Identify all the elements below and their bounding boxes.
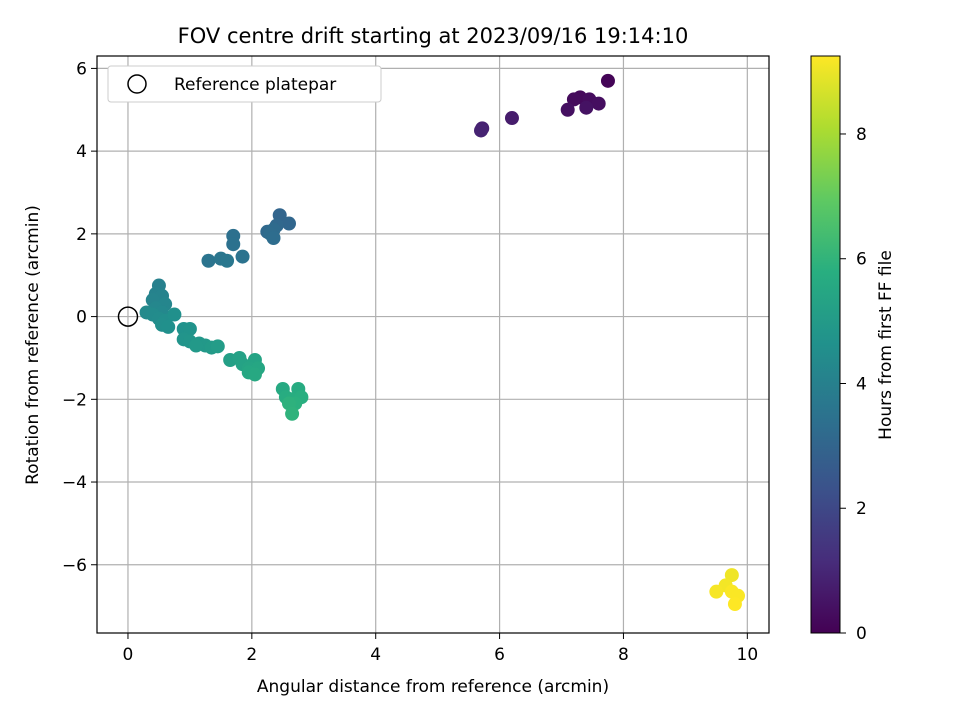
data-point bbox=[724, 568, 739, 583]
x-axis-ticks: 0 2 4 6 8 10 bbox=[123, 633, 759, 665]
data-point bbox=[210, 339, 225, 354]
data-point bbox=[247, 367, 262, 382]
chart-title: FOV centre drift starting at 2023/09/16 … bbox=[178, 24, 689, 48]
plot-frame bbox=[96, 55, 770, 634]
y-tick-label: 0 bbox=[76, 308, 87, 328]
data-point bbox=[285, 406, 300, 421]
data-point bbox=[189, 338, 204, 353]
colorbar-tick-label: 4 bbox=[856, 374, 867, 394]
legend-marker-reference bbox=[127, 74, 147, 94]
data-point bbox=[709, 584, 724, 599]
y-tick-label: 6 bbox=[76, 59, 87, 79]
data-point bbox=[566, 92, 581, 107]
x-tick-label: 0 bbox=[123, 645, 134, 665]
y-tick-label: −4 bbox=[62, 473, 87, 493]
data-point bbox=[201, 253, 216, 268]
y-tick-label: 2 bbox=[76, 225, 87, 245]
y-axis-ticks: −6 −4 −2 0 2 4 6 bbox=[62, 59, 97, 576]
y-axis-label: Rotation from reference (arcmin) bbox=[23, 205, 43, 485]
x-axis-label: Angular distance from reference (arcmin) bbox=[257, 677, 609, 697]
y-tick-label: 4 bbox=[76, 142, 87, 162]
legend: Reference platepar bbox=[107, 65, 382, 103]
data-point bbox=[161, 319, 176, 334]
x-tick-label: 10 bbox=[737, 645, 759, 665]
data-point bbox=[504, 111, 519, 126]
y-tick-label: −2 bbox=[62, 390, 87, 410]
data-point bbox=[220, 253, 235, 268]
colorbar-tick-label: 0 bbox=[856, 624, 867, 644]
data-point bbox=[560, 102, 575, 117]
colorbar-tick-label: 8 bbox=[856, 125, 867, 145]
legend-entry-reference: Reference platepar bbox=[174, 75, 336, 95]
data-point bbox=[266, 230, 281, 245]
data-point bbox=[600, 73, 615, 88]
legend-box bbox=[107, 65, 382, 103]
data-point bbox=[235, 249, 250, 264]
colorbar-tick-label: 6 bbox=[856, 250, 867, 270]
data-point bbox=[474, 123, 488, 138]
data-point bbox=[167, 307, 182, 322]
y-tick-label: −6 bbox=[62, 556, 87, 576]
x-tick-label: 6 bbox=[494, 645, 505, 665]
x-tick-label: 8 bbox=[618, 645, 629, 665]
colorbar-label: Hours from first FF file bbox=[876, 250, 896, 440]
data-point bbox=[591, 96, 606, 111]
x-tick-label: 2 bbox=[246, 645, 257, 665]
data-point bbox=[579, 100, 594, 115]
data-point bbox=[727, 597, 742, 612]
data-point bbox=[226, 237, 241, 252]
colorbar-tick-label: 2 bbox=[856, 499, 867, 519]
data-points bbox=[139, 73, 746, 612]
x-tick-label: 4 bbox=[370, 645, 381, 665]
colorbar bbox=[810, 55, 841, 634]
grid-lines bbox=[97, 56, 769, 633]
data-point bbox=[182, 321, 197, 336]
reference-platepar-point bbox=[117, 306, 139, 327]
data-point bbox=[282, 216, 296, 231]
reference-marker bbox=[117, 306, 139, 327]
colorbar-ticks: 0 2 4 6 8 bbox=[840, 125, 867, 644]
